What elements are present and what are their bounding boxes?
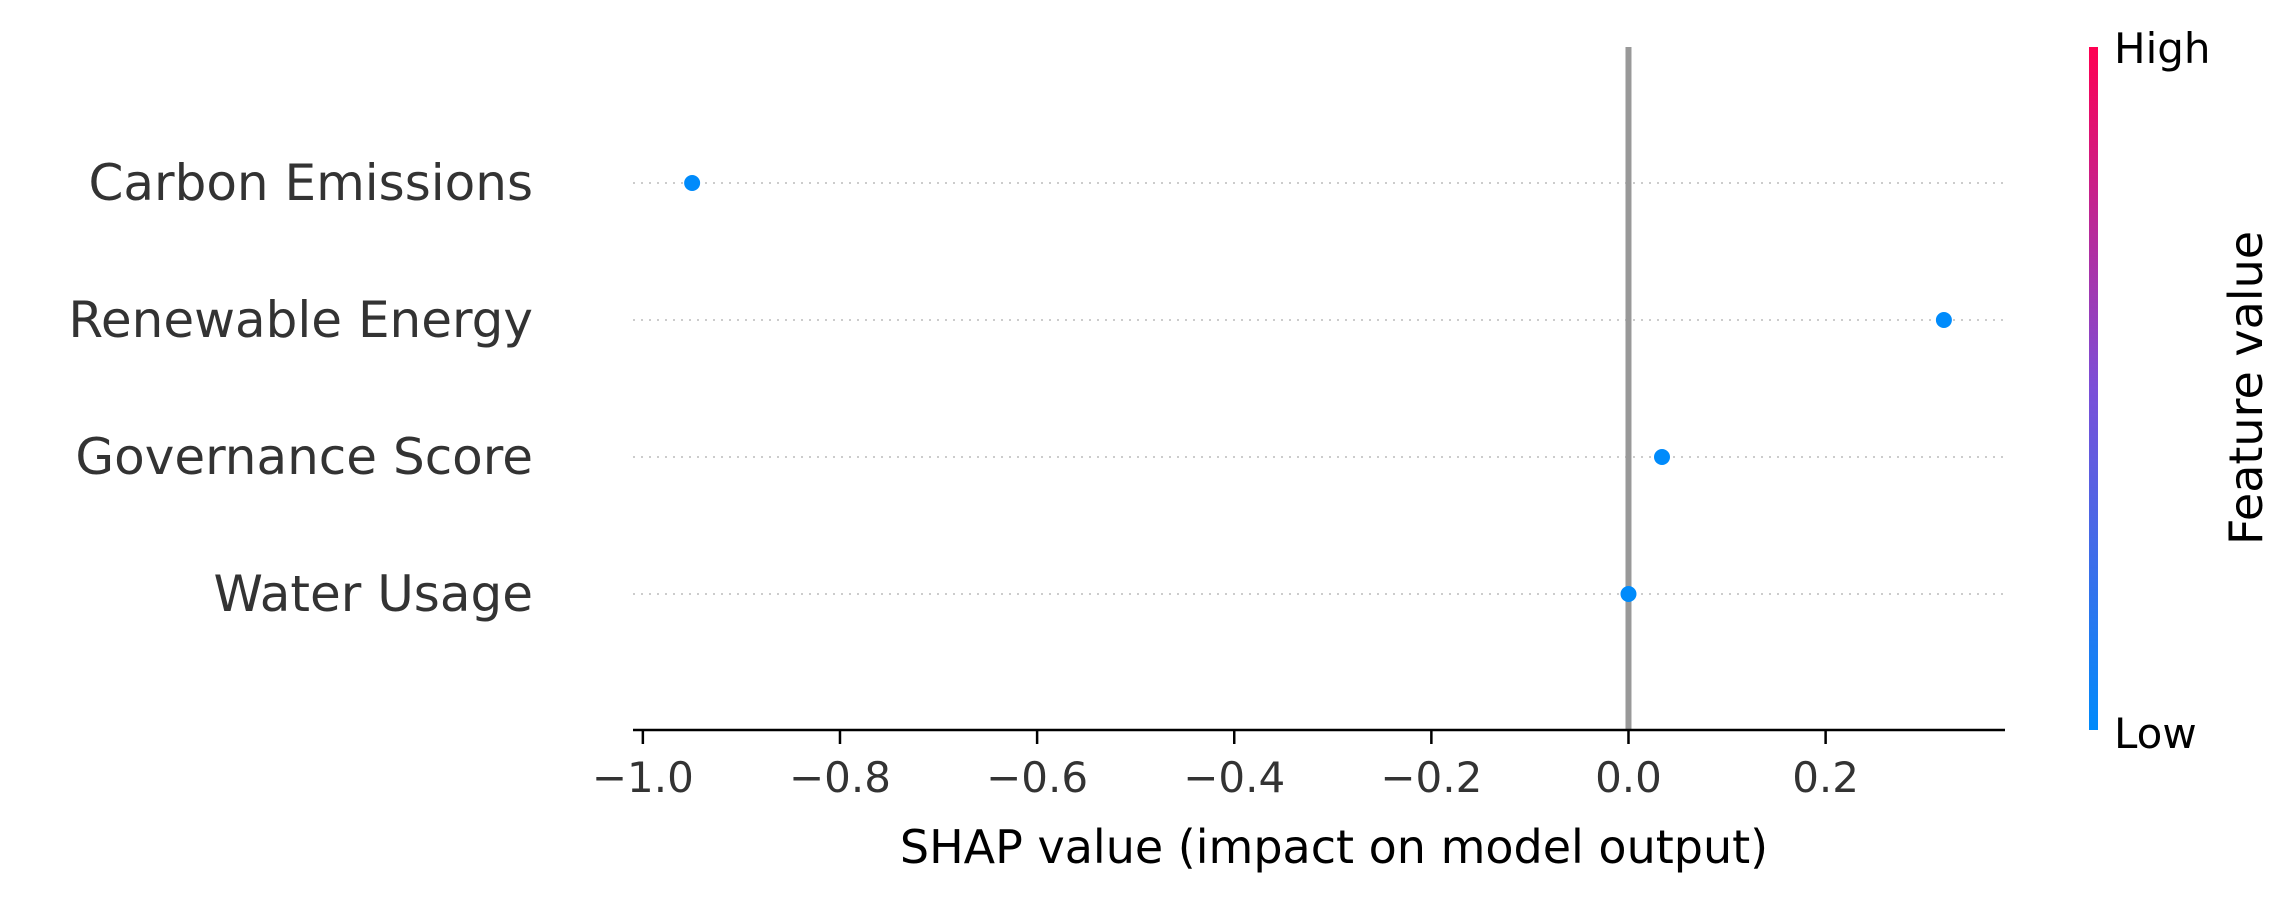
- feature-labels: Carbon Emissions Renewable Energy Governan…: [68, 154, 533, 623]
- feature-label-water-usage: Water Usage: [214, 565, 533, 623]
- shap-points: [684, 175, 1952, 602]
- point-carbon-emissions: [684, 175, 701, 191]
- point-water-usage: [1620, 586, 1637, 602]
- feature-row-lines: [633, 182, 2005, 595]
- feature-label-renewable-energy: Renewable Energy: [68, 291, 533, 349]
- x-axis-title: SHAP value (impact on model output): [900, 820, 1768, 874]
- x-tick-label: 0.0: [1595, 753, 1662, 802]
- x-tick-label: −0.8: [789, 753, 891, 802]
- x-tick-label: −0.4: [1183, 753, 1285, 802]
- x-tick-label: −0.6: [986, 753, 1088, 802]
- point-renewable-energy: [1935, 312, 1952, 328]
- point-governance-score: [1654, 449, 1670, 465]
- x-tick-label: 0.2: [1792, 753, 1859, 802]
- x-tick-label: −0.2: [1380, 753, 1482, 802]
- colorbar-low-label: Low: [2114, 709, 2197, 758]
- colorbar-title: Feature value: [2219, 231, 2273, 545]
- feature-label-carbon-emissions: Carbon Emissions: [88, 154, 533, 212]
- x-axis-ticks: −1.0 −0.8 −0.6 −0.4 −0.2 0.0 0.2: [592, 730, 1859, 802]
- colorbar: [2089, 47, 2098, 730]
- colorbar-high-label: High: [2114, 24, 2211, 73]
- feature-label-governance-score: Governance Score: [75, 428, 533, 486]
- x-tick-label: −1.0: [592, 753, 694, 802]
